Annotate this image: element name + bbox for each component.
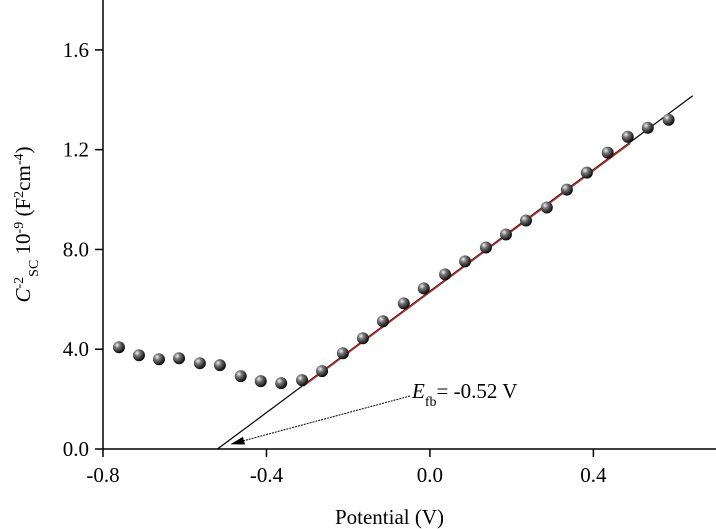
data-point [397,297,410,310]
x-tick-label: 0.0 [417,463,443,487]
data-point [173,352,186,365]
x-tick-label: -0.8 [86,463,119,487]
data-point [296,374,309,387]
text-part: = -0.52 V [437,379,518,403]
data-point [439,268,452,281]
data-point [560,183,573,196]
data-point [275,377,288,390]
annotation-arrow [230,395,411,445]
text-part: -2 [12,277,27,289]
data-point [499,228,512,241]
text-part: -4 [12,154,27,166]
data-point [213,359,226,372]
annotation: Efb= -0.52 V [411,379,517,410]
data-point [112,341,125,354]
text-part: C [11,288,35,303]
data-point [152,353,165,366]
data-point [376,315,389,328]
text-part: 10 [11,233,35,259]
x-tick-label: 0.4 [580,463,607,487]
data-point [336,347,349,360]
text-part: 2 [12,191,27,198]
text-part: cm [11,165,35,191]
data-point [316,365,329,378]
data-point [356,332,369,345]
data-point [417,282,430,295]
text-part: -9 [12,222,27,234]
text-part: ) [11,147,35,154]
data-point [519,214,532,227]
data-point [132,349,145,362]
data-point [621,130,634,143]
data-point [193,357,206,370]
data-point [641,121,654,134]
x-axis-label: Potential (V) [335,505,444,529]
data-point [254,375,267,388]
y-tick-label: 0.0 [63,437,89,461]
data-point [479,241,492,254]
data-point [580,166,593,179]
text-part: E [411,379,425,403]
text-part: SC [27,260,42,277]
x-tick-label: -0.4 [250,463,284,487]
data-point [234,370,247,383]
data-point [540,201,553,214]
y-axis-label: C-2SC 10-9 (F2cm-4) [11,147,42,303]
y-tick-label: 4.0 [63,337,89,361]
y-tick-label: 1.2 [63,138,89,162]
data-point [662,113,675,126]
text-part: (F [11,198,35,222]
text-part: fb [425,395,437,410]
y-tick-label: 1.6 [63,38,89,62]
data-point [601,146,614,159]
data-point [459,255,472,268]
y-tick-label: 8.0 [63,237,89,261]
